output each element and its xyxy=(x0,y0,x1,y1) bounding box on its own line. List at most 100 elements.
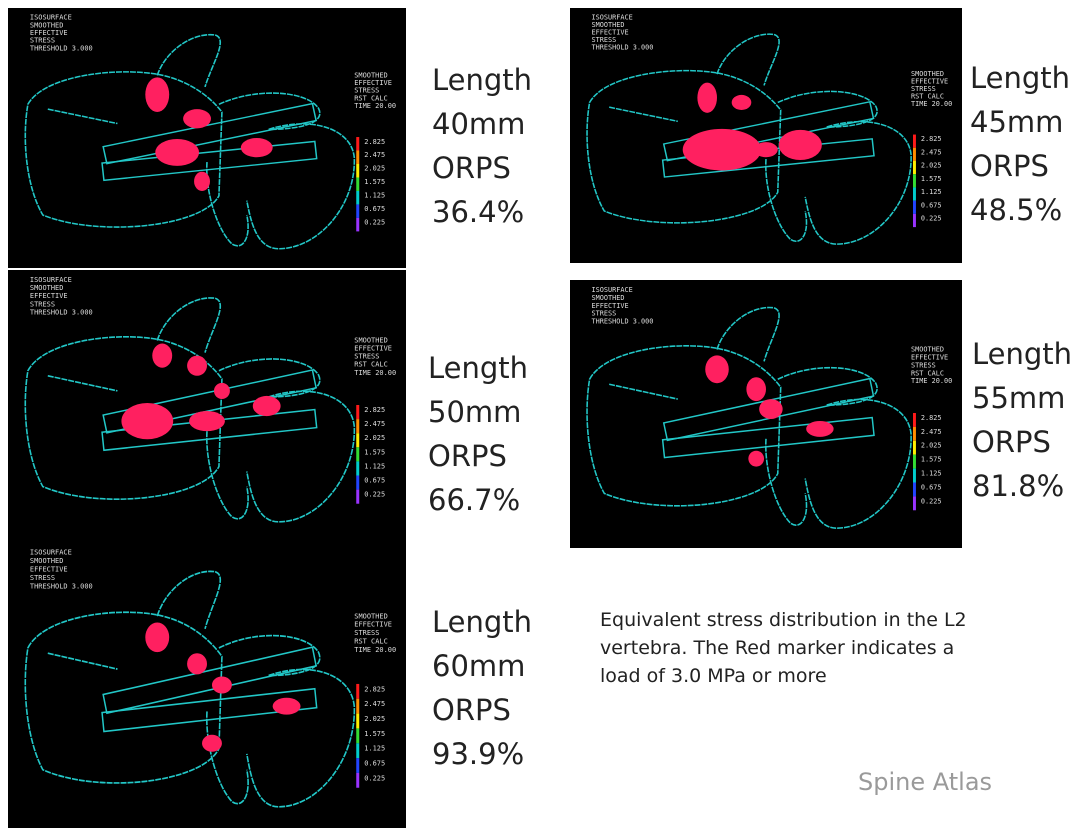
label-line: 36.4% xyxy=(432,195,525,229)
vertebra-outline xyxy=(206,711,249,805)
header-text: STRESS xyxy=(592,310,617,318)
legend-value: 1.125 xyxy=(921,188,942,196)
header-text: ISOSURFACE xyxy=(30,14,72,22)
label-line: 81.8% xyxy=(972,469,1065,503)
legend-swatch xyxy=(356,461,360,476)
label-line: Length xyxy=(972,337,1073,371)
legend-title: TIME 20.00 xyxy=(911,377,952,385)
caption-line: load of 3.0 MPa or more xyxy=(600,665,827,687)
legend-value: 2.025 xyxy=(921,442,942,450)
label-line: ORPS xyxy=(428,439,507,473)
vertebra-outline xyxy=(24,71,223,228)
legend-title: SMOOTHED xyxy=(354,611,388,620)
stress-region xyxy=(211,676,232,694)
stress-region xyxy=(240,138,273,158)
legend-title: EFFECTIVE xyxy=(354,620,392,629)
label-line: ORPS xyxy=(972,425,1051,459)
fe-model: ISOSURFACESMOOTHEDEFFECTIVESTRESSTHRESHO… xyxy=(24,547,396,808)
legend-swatch xyxy=(356,204,360,218)
legend-title: RST CALC xyxy=(354,95,388,103)
header-text: THRESHOLD 3.000 xyxy=(30,308,93,316)
vertebra-outline xyxy=(609,106,678,123)
vertebra-outline xyxy=(804,398,912,529)
stress-panel: ISOSURFACE SMOOTHED EFFECTIVE STRESS THRESHO… xyxy=(8,542,406,828)
legend-title: RST CALC xyxy=(911,93,944,101)
header-text: ISOSURFACE xyxy=(30,547,72,556)
legend-value: 1.125 xyxy=(364,462,385,470)
screw xyxy=(662,100,875,162)
legend-value: 0.225 xyxy=(364,773,385,782)
vertebra-outline xyxy=(24,611,223,784)
legend-title: EFFECTIVE xyxy=(911,78,948,86)
screw xyxy=(102,646,318,715)
header-text: STRESS xyxy=(30,300,55,308)
legend-value: 0.225 xyxy=(921,215,942,223)
header-text: SMOOTHED xyxy=(592,294,625,302)
legend-title: TIME 20.00 xyxy=(354,369,396,377)
legend-value: 0.225 xyxy=(364,219,385,227)
legend-swatch xyxy=(913,147,916,161)
vertebra-outline xyxy=(586,345,782,507)
legend-title: TIME 20.00 xyxy=(354,645,396,654)
header-text: SMOOTHED xyxy=(30,284,64,292)
legend-swatch xyxy=(913,426,916,441)
legend-swatch xyxy=(913,134,916,148)
stress-region xyxy=(731,94,752,110)
header-text: EFFECTIVE xyxy=(30,564,68,573)
stress-region xyxy=(152,343,173,368)
legend-swatch xyxy=(913,413,916,427)
legend-value: 1.575 xyxy=(364,178,385,186)
header-text: THRESHOLD 3.000 xyxy=(592,44,654,52)
vertebra-outline xyxy=(218,634,321,677)
stress-panel: ISOSURFACE SMOOTHED EFFECTIVE STRESS THRESHO… xyxy=(570,280,962,548)
label-line: 45mm xyxy=(970,105,1064,139)
panel-label: Length 45mm ORPS 48.5% xyxy=(970,56,1070,232)
stress-region xyxy=(697,82,717,113)
legend-title: STRESS xyxy=(354,87,379,95)
vertebra-outline xyxy=(24,336,223,500)
stress-region xyxy=(682,128,762,171)
header-text: THRESHOLD 3.000 xyxy=(30,581,93,590)
caption-line: Equivalent stress distribution in the L2 xyxy=(600,609,967,631)
legend-title: SMOOTHED xyxy=(911,70,944,78)
legend-swatch xyxy=(356,177,360,191)
label-line: 48.5% xyxy=(970,193,1063,227)
label-line: 93.9% xyxy=(432,737,525,771)
legend-value: 1.125 xyxy=(364,743,385,752)
legend-title: SMOOTHED xyxy=(354,336,388,344)
caption: Equivalent stress distribution in the L2… xyxy=(600,606,967,690)
label-line: Length xyxy=(428,351,529,385)
header-text: EFFECTIVE xyxy=(30,292,68,300)
legend-swatch xyxy=(356,150,360,164)
legend-value: 2.825 xyxy=(364,406,385,414)
vertebra-outline xyxy=(716,33,780,86)
stress-region xyxy=(252,395,281,417)
legend-value: 2.025 xyxy=(921,162,942,170)
legend-swatch xyxy=(913,187,916,201)
vertebra-outline xyxy=(765,438,808,526)
stress-region xyxy=(754,142,778,158)
header-text: ISOSURFACE xyxy=(592,13,633,21)
legend-value: 2.825 xyxy=(364,684,385,693)
stress-region xyxy=(183,109,211,129)
legend-value: 2.475 xyxy=(364,420,385,428)
legend-title: STRESS xyxy=(911,85,936,93)
legend-title: SMOOTHED xyxy=(911,345,944,353)
stress-region xyxy=(194,171,210,191)
vertebra-outline xyxy=(804,120,912,245)
legend-title: STRESS xyxy=(354,628,379,637)
label-line: Length xyxy=(970,61,1071,95)
screw xyxy=(102,102,318,165)
fe-model: ISOSURFACESMOOTHEDEFFECTIVESTRESSTHRESHO… xyxy=(24,276,396,523)
legend-swatch xyxy=(356,683,360,699)
legend-title: RST CALC xyxy=(911,369,944,377)
vertebra-outline xyxy=(218,92,321,131)
legend-value: 1.125 xyxy=(921,470,942,478)
label-line: 66.7% xyxy=(428,483,521,517)
panel-label: Length 50mm ORPS 66.7% xyxy=(428,346,528,522)
legend-swatch xyxy=(356,217,360,232)
panel-label: Length 60mm ORPS 93.9% xyxy=(432,600,532,776)
legend-swatch xyxy=(356,489,360,504)
vertebra-outline xyxy=(156,297,221,353)
header-text: STRESS xyxy=(30,37,55,45)
